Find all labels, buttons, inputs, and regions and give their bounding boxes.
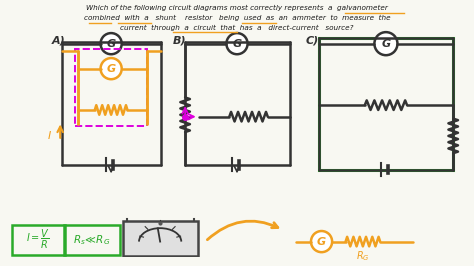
Text: G: G bbox=[107, 64, 116, 74]
Circle shape bbox=[374, 32, 398, 55]
Text: Which of the following circuit diagrams most correctly represents  a  galvanomet: Which of the following circuit diagrams … bbox=[86, 5, 388, 11]
Circle shape bbox=[227, 33, 247, 54]
Text: G: G bbox=[382, 39, 391, 49]
Text: G: G bbox=[317, 236, 326, 247]
Circle shape bbox=[100, 33, 122, 54]
Text: $I=\dfrac{V}{R}$: $I=\dfrac{V}{R}$ bbox=[26, 228, 50, 251]
Bar bbox=[123, 221, 198, 256]
Text: C): C) bbox=[305, 35, 319, 45]
Text: G: G bbox=[232, 39, 242, 49]
Text: I: I bbox=[48, 131, 51, 141]
Text: B): B) bbox=[173, 35, 186, 45]
Circle shape bbox=[100, 58, 122, 79]
Bar bbox=[319, 38, 453, 169]
Bar bbox=[74, 49, 146, 126]
Text: combined  with  a   shunt    resistor   being  used  as  an  ammeter  to  measur: combined with a shunt resistor being use… bbox=[84, 15, 390, 21]
Text: A): A) bbox=[52, 35, 65, 45]
Text: G: G bbox=[107, 39, 116, 49]
Text: $R_s\!\ll\!R_G$: $R_s\!\ll\!R_G$ bbox=[73, 233, 110, 247]
Text: $R_G$: $R_G$ bbox=[356, 249, 370, 263]
Circle shape bbox=[311, 231, 332, 252]
Text: current  through  a  circuit  that  has  a   direct-current   source?: current through a circuit that has a dir… bbox=[120, 24, 354, 31]
